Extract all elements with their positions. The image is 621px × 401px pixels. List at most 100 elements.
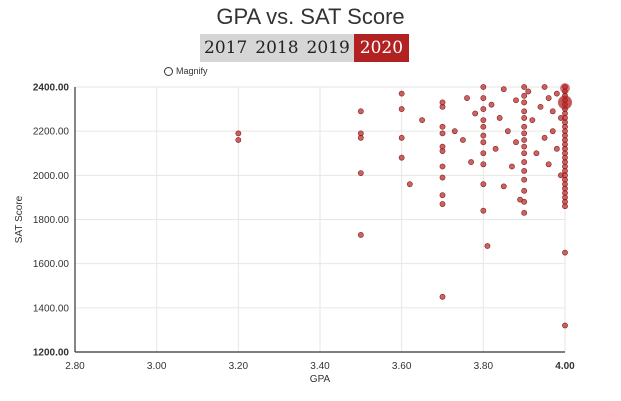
data-point [560, 83, 570, 94]
data-point [480, 161, 487, 168]
data-point [500, 183, 507, 190]
x-tick-label: 3.60 [392, 361, 412, 372]
data-point [545, 95, 552, 101]
data-point [439, 163, 446, 170]
y-tick-label: 2200.00 [33, 127, 70, 138]
data-point [398, 106, 405, 112]
y-tick-label: 1400.00 [33, 303, 70, 314]
data-point [439, 148, 446, 154]
data-point [439, 103, 446, 110]
y-tick-label: 2400.00 [33, 83, 70, 94]
data-point [521, 137, 528, 143]
x-tick-label: 3.20 [229, 361, 249, 372]
data-point [521, 115, 528, 121]
y-tick-label: 2000.00 [33, 171, 70, 182]
data-point [235, 130, 242, 137]
chart-title: GPA vs. SAT Score [216, 4, 405, 29]
data-point [468, 159, 474, 165]
data-point [472, 110, 479, 117]
x-tick-label: 3.00 [147, 361, 167, 372]
data-point [484, 243, 491, 249]
data-point [460, 137, 466, 143]
data-point [553, 90, 560, 97]
data-point [480, 95, 487, 101]
data-point [480, 106, 487, 112]
data-point [521, 187, 528, 194]
radio-circle-icon[interactable] [164, 66, 173, 76]
data-point [549, 108, 556, 115]
data-point [398, 154, 405, 161]
data-point [521, 92, 528, 99]
y-axis-label: SAT Score [14, 195, 25, 243]
data-point [357, 170, 364, 177]
data-point [398, 90, 405, 97]
data-point [562, 322, 568, 329]
data-point [439, 192, 446, 199]
y-tick-label: 1600.00 [33, 259, 70, 270]
magnify-toggle[interactable]: Magnify [164, 66, 208, 76]
data-point [406, 181, 413, 188]
magnify-label: Magnify [176, 66, 208, 76]
data-point [562, 249, 568, 256]
data-point [521, 198, 528, 205]
data-point [549, 128, 556, 135]
data-point [488, 101, 495, 108]
data-point [439, 201, 446, 207]
data-point [537, 103, 544, 110]
year-tab-2017[interactable]: 2017 [204, 38, 248, 58]
y-tick-label: 1200.00 [33, 348, 70, 359]
data-point [464, 95, 470, 101]
data-point [525, 88, 532, 95]
data-point [492, 145, 499, 152]
data-point [398, 134, 405, 141]
data-point [521, 130, 528, 137]
data-point [357, 134, 364, 141]
data-point [439, 130, 446, 137]
data-point [480, 207, 487, 214]
data-point [439, 123, 446, 130]
data-point [541, 84, 548, 90]
data-point [500, 86, 507, 93]
data-point [521, 84, 528, 90]
year-tab-2020[interactable]: 2020 [353, 34, 410, 62]
x-tick-label: 3.80 [474, 361, 494, 372]
year-tab-2019[interactable]: 2019 [306, 38, 350, 58]
data-point [553, 145, 560, 152]
year-tab-2018[interactable]: 2018 [255, 38, 299, 58]
data-point [513, 97, 519, 104]
data-point [521, 99, 528, 106]
data-point [480, 117, 487, 124]
x-axis-label: GPA [310, 374, 331, 385]
data-point [521, 150, 528, 157]
data-point [521, 143, 528, 150]
data-point [480, 150, 487, 157]
data-point [480, 139, 487, 146]
data-point [521, 209, 528, 216]
x-tick-label: 3.40 [310, 361, 330, 372]
data-point [480, 181, 487, 188]
data-point [480, 123, 487, 130]
data-point [509, 163, 515, 170]
year-tabs: 2017 2018 2019 2020 [200, 34, 410, 62]
data-point [419, 117, 425, 124]
y-tick-label: 1800.00 [33, 215, 70, 226]
data-point [521, 159, 528, 165]
data-point [541, 134, 548, 141]
data-point [529, 117, 536, 124]
data-point [480, 84, 487, 90]
data-point [521, 123, 528, 130]
data-point [533, 150, 540, 157]
data-point [439, 174, 446, 181]
data-point [521, 168, 528, 174]
data-point [558, 95, 572, 110]
data-point [545, 161, 552, 168]
data-point [357, 108, 364, 115]
data-point [521, 176, 528, 183]
data-point [496, 115, 503, 121]
x-tick-label: 2.80 [65, 361, 85, 372]
data-point [521, 108, 528, 115]
data-point [562, 203, 568, 210]
data-point [439, 293, 446, 300]
data-point [480, 132, 487, 139]
